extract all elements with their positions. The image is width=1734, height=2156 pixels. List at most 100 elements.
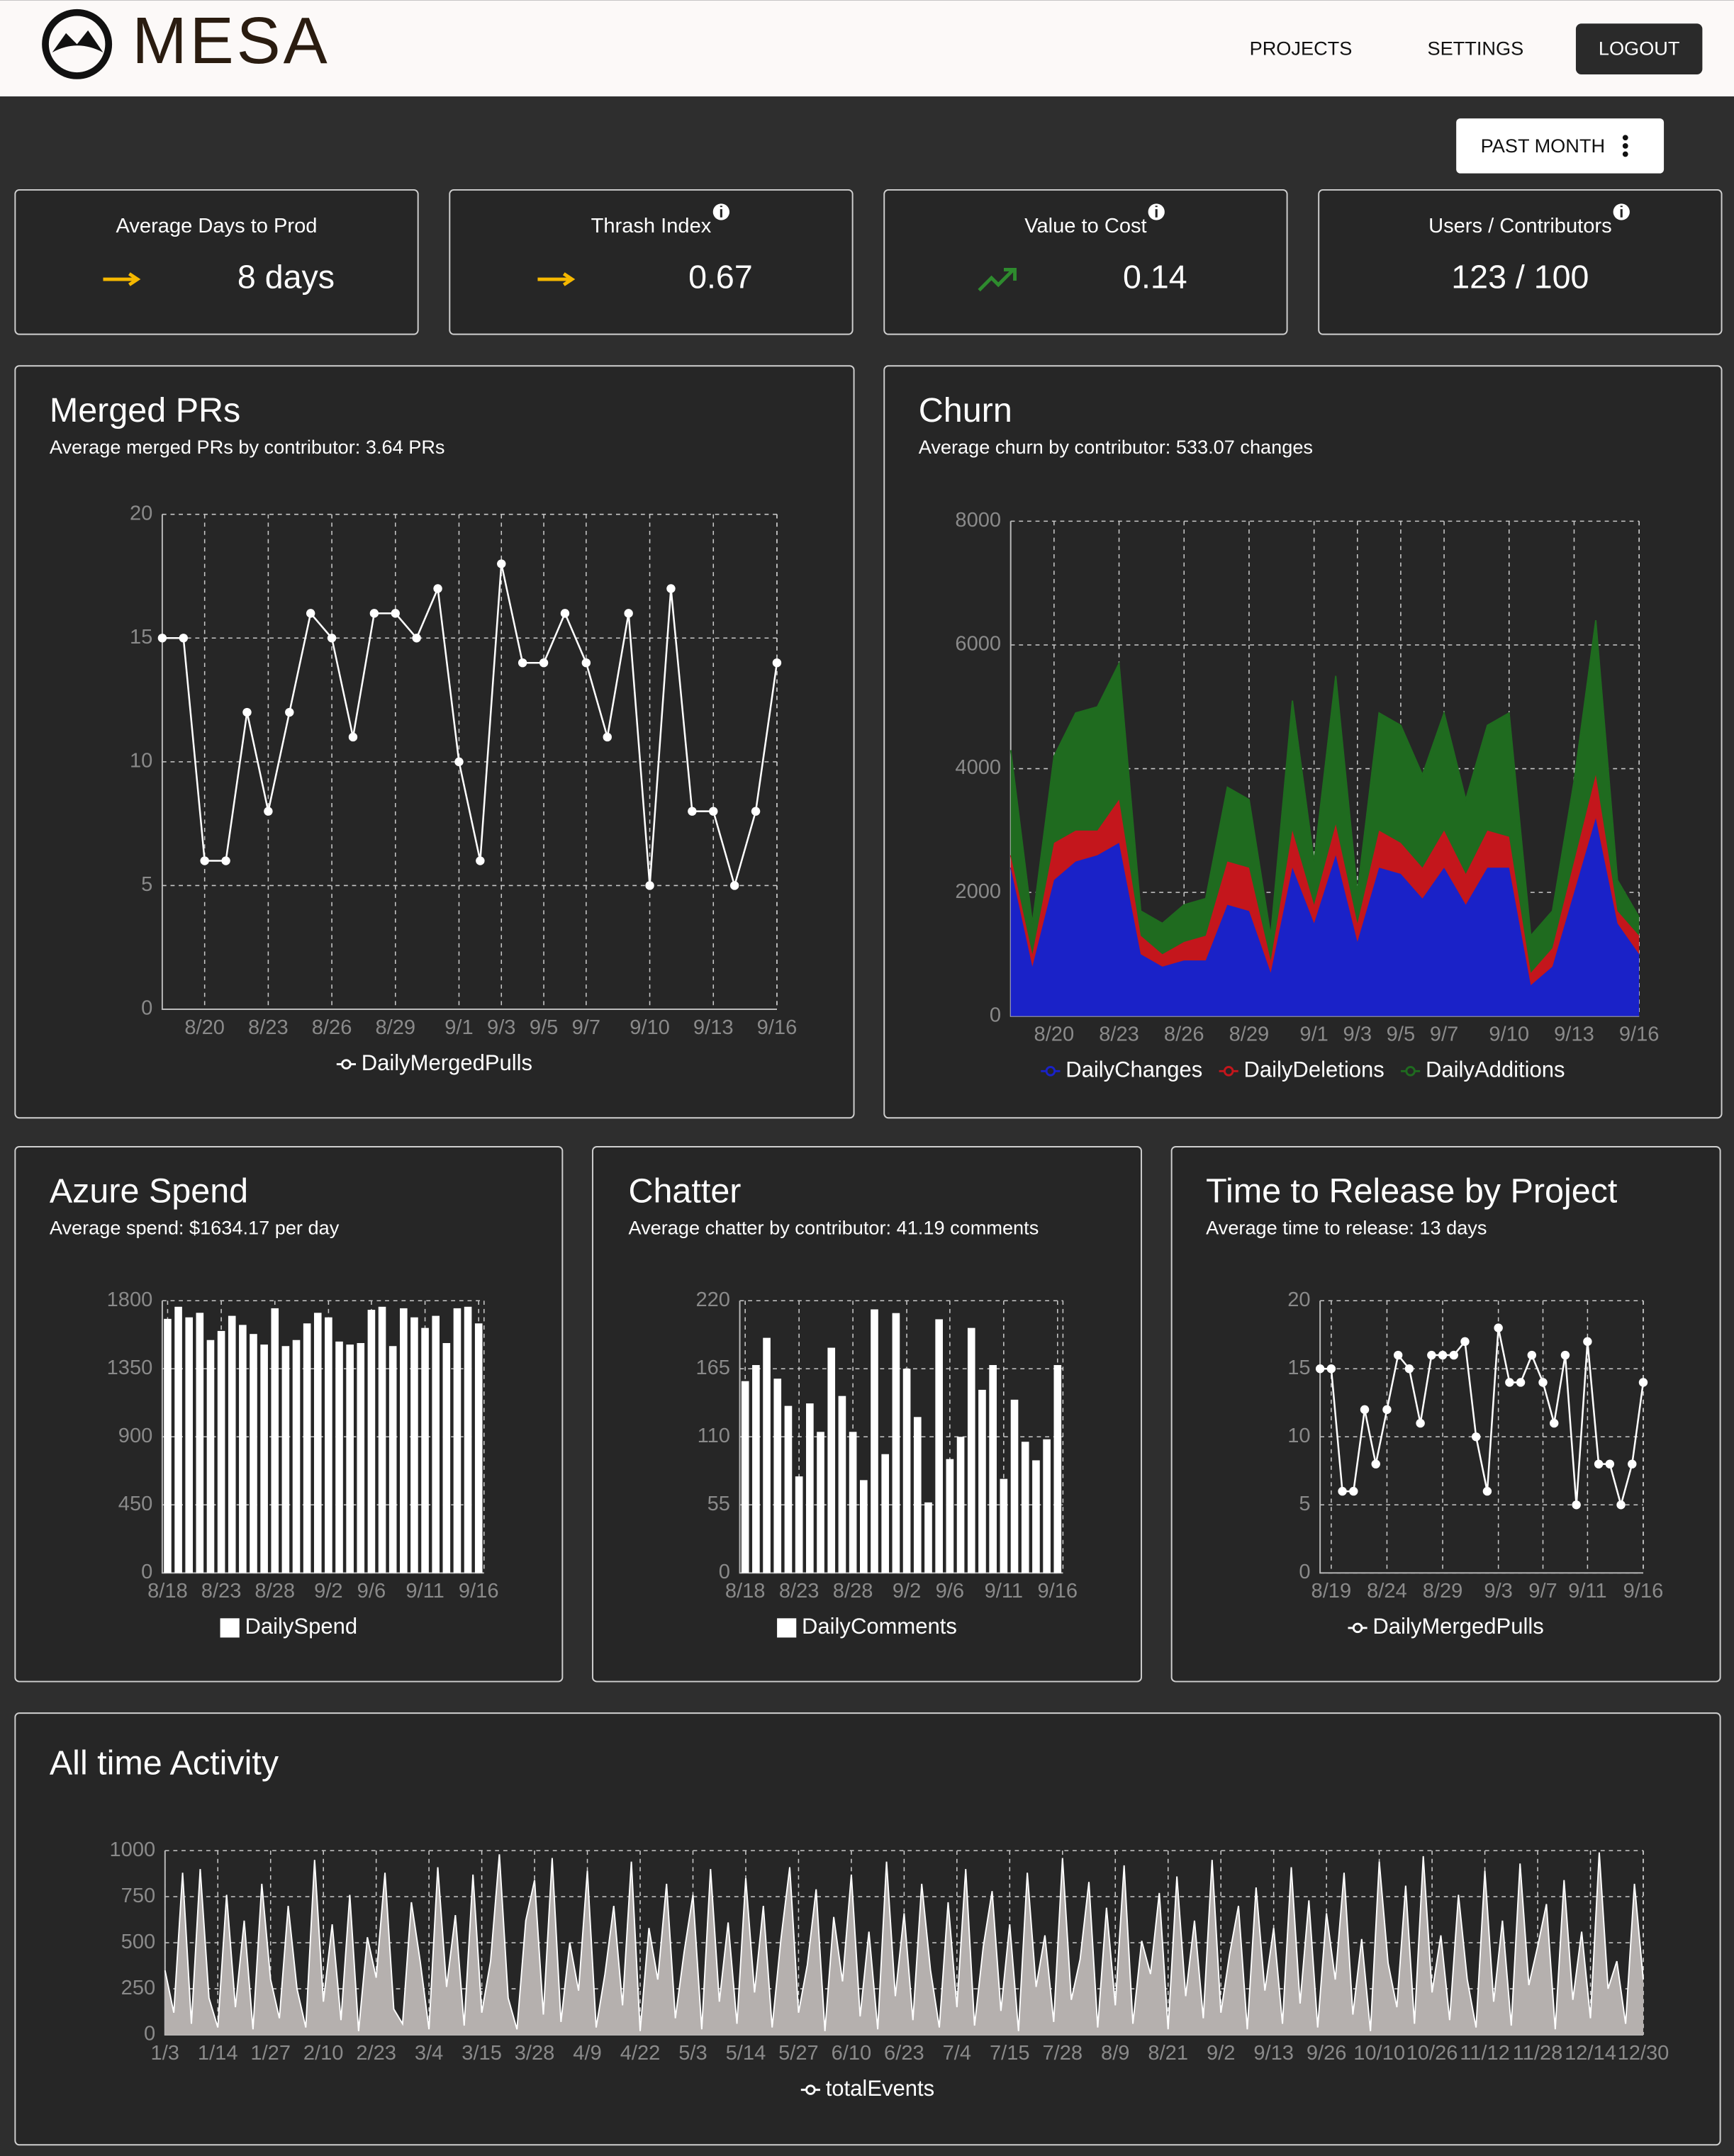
point <box>1471 1432 1481 1442</box>
point <box>1594 1459 1604 1469</box>
chart-title: Churn <box>919 391 1012 429</box>
x-tick-label: 1/14 <box>198 2042 238 2065</box>
bar <box>817 1432 824 1573</box>
bar <box>956 1437 965 1573</box>
point <box>1416 1418 1425 1428</box>
bar <box>346 1344 354 1573</box>
kpi-value: 0.67 <box>688 258 753 295</box>
legend-item: DailySpend <box>220 1614 357 1639</box>
point <box>560 609 570 618</box>
logout-button[interactable] <box>1575 23 1703 74</box>
chart-title: Time to Release by Project <box>1206 1172 1618 1211</box>
trend-up-icon <box>978 268 1017 292</box>
x-tick-label: 8/24 <box>1367 1580 1407 1602</box>
bar <box>946 1459 954 1573</box>
chart-title: Merged PRs <box>50 391 240 429</box>
bar <box>196 1313 204 1573</box>
point <box>476 856 485 865</box>
x-tick-label: 9/10 <box>1489 1023 1529 1046</box>
bar <box>1053 1365 1062 1573</box>
bar <box>421 1327 429 1573</box>
chart-panel: Merged PRs Average merged PRs by contribu… <box>14 365 855 1119</box>
y-tick-label: 0 <box>141 997 152 1020</box>
legend-item: DailyMergedPulls <box>1348 1614 1544 1639</box>
bar <box>292 1340 301 1573</box>
area-fill <box>1010 818 1640 1016</box>
x-tick-label: 7/4 <box>943 2042 971 2065</box>
legend-item: DailyChanges <box>1041 1057 1202 1082</box>
y-tick-label: 10 <box>1287 1425 1310 1447</box>
point <box>1527 1350 1537 1360</box>
nav-link[interactable]: PROJECTS <box>1250 37 1353 59</box>
point <box>772 658 782 668</box>
x-tick-label: 9/11 <box>405 1580 444 1602</box>
kpi-value: 123 / 100 <box>1451 258 1589 295</box>
x-tick-label: 11/12 <box>1460 2042 1510 2065</box>
point <box>1505 1378 1514 1387</box>
legend-label: DailyMergedPulls <box>1372 1614 1543 1639</box>
point <box>1449 1350 1458 1360</box>
x-tick-label: 5/3 <box>678 2042 707 2065</box>
y-tick-label: 0 <box>144 2023 155 2045</box>
legend-swatch-dot <box>805 2084 816 2095</box>
point <box>1326 1364 1336 1374</box>
x-tick-label: 7/28 <box>1042 2042 1083 2065</box>
x-tick-label: 9/5 <box>1387 1023 1415 1046</box>
x-tick-label: 9/13 <box>693 1016 734 1039</box>
x-tick-label: 5/27 <box>778 2042 819 2065</box>
y-tick-label: 15 <box>1287 1357 1310 1379</box>
legend-label: totalEvents <box>826 2076 934 2101</box>
chart-subtitle: Average chatter by contributor: 41.19 co… <box>628 1217 1039 1239</box>
bar <box>185 1317 194 1573</box>
bar <box>849 1432 857 1573</box>
legend-item: DailyDeletions <box>1219 1057 1385 1082</box>
x-tick-label: 9/26 <box>1307 2042 1347 2065</box>
bar <box>174 1306 182 1573</box>
x-tick-label: 10/26 <box>1406 2042 1458 2065</box>
axis <box>739 1301 1063 1574</box>
x-tick-label: 3/28 <box>515 2042 555 2065</box>
point <box>264 807 273 816</box>
x-tick-label: 8/18 <box>725 1580 766 1602</box>
bar <box>303 1323 311 1573</box>
logout-label[interactable]: LOGOUT <box>1599 37 1680 59</box>
logo-text[interactable]: MESA <box>132 4 330 77</box>
y-tick-label: 900 <box>118 1425 153 1447</box>
kpi-card <box>449 189 854 335</box>
legend-item: totalEvents <box>800 2076 934 2101</box>
point <box>497 559 506 568</box>
y-tick-label: 2000 <box>955 880 1001 903</box>
menu-dots[interactable] <box>1622 135 1628 157</box>
x-tick-label: 1/27 <box>250 2042 291 2065</box>
point <box>179 634 188 643</box>
y-tick-label: 20 <box>1287 1288 1310 1311</box>
bar <box>206 1340 215 1573</box>
bar <box>453 1308 462 1573</box>
x-tick-label: 8/29 <box>1423 1580 1463 1602</box>
x-tick-label: 6/23 <box>884 2042 924 2065</box>
bar <box>763 1337 771 1573</box>
kpi-label: Value to Cost <box>1024 215 1146 237</box>
filter-button[interactable] <box>1456 118 1665 174</box>
x-tick-label: 11/28 <box>1513 2042 1563 2065</box>
bar <box>474 1323 483 1573</box>
bar <box>281 1346 290 1573</box>
nav-link[interactable]: SETTINGS <box>1427 37 1523 59</box>
x-tick-label: 8/28 <box>254 1580 295 1602</box>
bar <box>773 1379 782 1573</box>
x-tick-label: 8/20 <box>184 1016 225 1039</box>
point <box>1494 1323 1503 1332</box>
y-tick-label: 10 <box>130 750 152 773</box>
y-tick-label: 4000 <box>955 756 1001 779</box>
bar <box>388 1346 397 1573</box>
x-tick-label: 7/15 <box>990 2042 1030 2065</box>
filter-label[interactable]: PAST MONTH <box>1481 135 1605 157</box>
x-tick-label: 9/16 <box>459 1580 499 1602</box>
kpi-card <box>883 189 1288 335</box>
y-tick-label: 6000 <box>955 633 1001 656</box>
bar <box>217 1330 225 1573</box>
area-fill <box>1010 620 1640 973</box>
point <box>1616 1500 1626 1510</box>
x-tick-label: 9/7 <box>572 1016 600 1039</box>
